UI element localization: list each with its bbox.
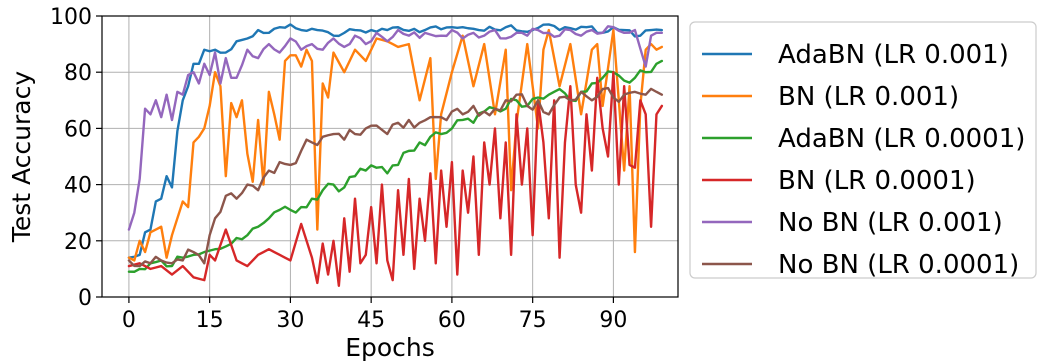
legend-box [689, 21, 1037, 279]
legend-label: No BN (LR 0.001) [778, 208, 1003, 238]
y-tick-label: 80 [64, 61, 92, 86]
x-tick-label: 75 [519, 308, 547, 333]
x-tick-label: 30 [276, 308, 304, 333]
series-line [127, 71, 664, 287]
series-line [127, 86, 664, 268]
series-line [127, 28, 664, 262]
legend-label: AdaBN (LR 0.001) [778, 40, 1009, 70]
legend-label: AdaBN (LR 0.0001) [778, 124, 1025, 154]
series-line [127, 23, 664, 259]
x-tick-label: 90 [599, 308, 627, 333]
legend-label: BN (LR 0.001) [778, 82, 959, 112]
x-ticks: 0 15 30 45 60 75 90 [122, 297, 627, 333]
y-tick-label: 60 [64, 117, 92, 142]
y-ticks: 0 20 40 60 80 100 [50, 5, 102, 311]
y-tick-label: 100 [50, 5, 92, 30]
y-axis-label: Test Accuracy [7, 71, 36, 244]
legend-label: BN (LR 0.0001) [778, 166, 976, 196]
x-tick-label: 45 [357, 308, 385, 333]
series-line [127, 25, 664, 231]
legend-label: No BN (LR 0.0001) [778, 250, 1019, 280]
y-tick-label: 40 [64, 174, 92, 199]
plot-frame [101, 15, 679, 298]
series-lines [127, 23, 664, 287]
x-tick-label: 15 [196, 308, 224, 333]
x-tick-label: 60 [438, 308, 466, 333]
x-axis-label: Epochs [345, 333, 435, 362]
y-tick-label: 0 [78, 286, 92, 311]
x-tick-label: 0 [122, 308, 136, 333]
y-tick-label: 20 [64, 230, 92, 255]
legend: AdaBN (LR 0.001) BN (LR 0.001) AdaBN (LR 0… [689, 21, 1037, 280]
